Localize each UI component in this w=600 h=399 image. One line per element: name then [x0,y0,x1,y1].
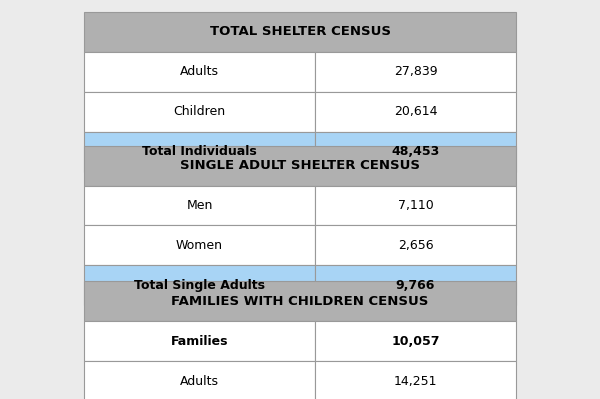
Text: Adults: Adults [180,65,219,78]
Bar [84,281,516,321]
Bar [315,265,516,305]
Bar [84,146,516,186]
Bar [315,361,516,399]
Bar [315,132,516,172]
Text: SINGLE ADULT SHELTER CENSUS: SINGLE ADULT SHELTER CENSUS [180,159,420,172]
Text: Total Single Adults: Total Single Adults [134,279,265,292]
Text: Adults: Adults [180,375,219,387]
Bar [84,52,315,92]
Bar [315,225,516,265]
Text: 48,453: 48,453 [391,145,440,158]
Bar [315,321,516,361]
Bar [84,321,315,361]
Bar [84,186,315,225]
Text: 9,766: 9,766 [396,279,435,292]
Bar [84,361,315,399]
Text: 7,110: 7,110 [398,199,433,212]
Text: Total Individuals: Total Individuals [142,145,257,158]
Bar [84,92,315,132]
Bar [315,186,516,225]
Bar [84,225,315,265]
Text: 14,251: 14,251 [394,375,437,387]
Bar [84,12,516,52]
Bar [84,132,315,172]
Text: Families: Families [171,335,229,348]
Text: TOTAL SHELTER CENSUS: TOTAL SHELTER CENSUS [209,26,391,38]
Text: 27,839: 27,839 [394,65,437,78]
Bar [315,92,516,132]
Bar [315,52,516,92]
Text: Children: Children [173,105,226,118]
Text: 10,057: 10,057 [391,335,440,348]
Text: FAMILIES WITH CHILDREN CENSUS: FAMILIES WITH CHILDREN CENSUS [172,295,428,308]
Text: Men: Men [187,199,213,212]
Bar [84,265,315,305]
Text: 20,614: 20,614 [394,105,437,118]
Text: Women: Women [176,239,223,252]
Text: 2,656: 2,656 [398,239,433,252]
